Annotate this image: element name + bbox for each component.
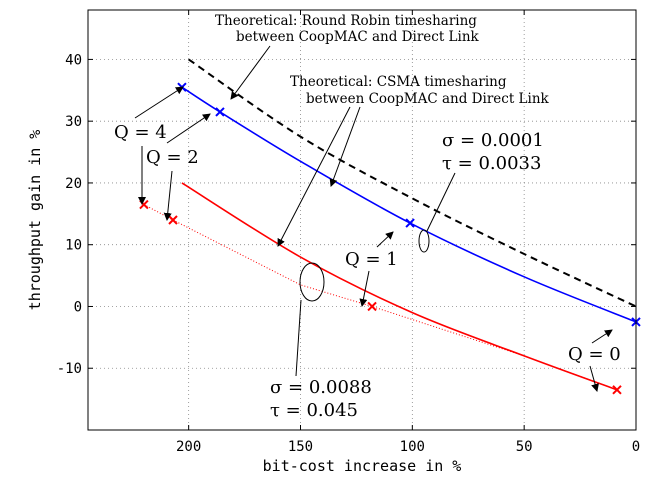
- y-axis-label: throughput gain in %: [26, 130, 44, 311]
- marker-blue: [405, 218, 415, 228]
- q0-arrow-down: [589, 365, 599, 392]
- callout-ellipse-blue: [418, 229, 430, 253]
- q4-arrow: [134, 86, 184, 119]
- tau-red-label: τ = 0.045: [270, 400, 358, 421]
- csma-arrow-blue: [329, 106, 361, 187]
- q1-arrow-down: [359, 270, 370, 307]
- csma-arrow-red: [277, 106, 351, 247]
- sigma-blue-pointer: [426, 172, 456, 232]
- rr-title-line2: between CoopMAC and Direct Link: [236, 29, 480, 45]
- q1-arrow-up: [376, 231, 394, 248]
- q0-arrow-up: [591, 329, 613, 344]
- q4-label: Q = 4: [114, 122, 167, 143]
- q1-label: Q = 1: [345, 249, 398, 270]
- q0-label: Q = 0: [568, 344, 621, 365]
- x-tick-label: 150: [288, 439, 313, 455]
- q2-down-arrow: [163, 170, 173, 221]
- x-tick-label: 0: [632, 439, 640, 455]
- marker-red: [367, 301, 377, 312]
- csma-title-line2: between CoopMAC and Direct Link: [306, 91, 550, 107]
- marker-red: [612, 385, 622, 395]
- rr-arrow: [230, 45, 271, 100]
- grid: [88, 10, 637, 430]
- callout-arrows: [134, 45, 613, 392]
- q2-label: Q = 2: [146, 147, 199, 168]
- x-axis-label: bit-cost increase in %: [263, 457, 462, 475]
- y-tick-label: 20: [65, 176, 82, 192]
- tau-blue-label: τ = 0.0033: [442, 153, 541, 174]
- y-tick-label: 10: [65, 238, 82, 254]
- marker-blue: [215, 107, 225, 117]
- q2-arrow: [166, 113, 211, 144]
- series-line-rr: [188, 58, 637, 308]
- plot-area: [88, 10, 636, 430]
- rr-title-line1: Theoretical: Round Robin timesharing: [215, 13, 477, 29]
- y-tick-label: 0: [74, 299, 82, 315]
- csma-title-line1: Theoretical: CSMA timesharing: [290, 74, 507, 90]
- y-tick-label: 30: [65, 114, 82, 130]
- x-tick-label: 200: [176, 439, 201, 455]
- y-tick-label: -10: [57, 361, 82, 377]
- x-tick-label: 100: [400, 439, 425, 455]
- x-tick-label: 50: [516, 439, 533, 455]
- y-tick-label: 40: [65, 52, 82, 68]
- sigma-red-pointer: [295, 299, 302, 377]
- plot-border: [87, 9, 637, 431]
- sigma-red-label: σ = 0.0088: [270, 377, 372, 398]
- sigma-blue-label: σ = 0.0001: [442, 130, 544, 151]
- callout-ellipse-red: [299, 262, 325, 302]
